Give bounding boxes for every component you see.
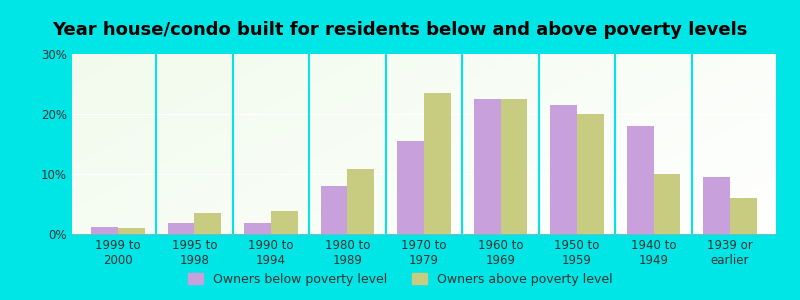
Bar bbox=[550, 105, 577, 234]
Text: Year house/condo built for residents below and above poverty levels: Year house/condo built for residents bel… bbox=[52, 21, 748, 39]
Bar bbox=[347, 169, 374, 234]
Legend: Owners below poverty level, Owners above poverty level: Owners below poverty level, Owners above… bbox=[182, 268, 618, 291]
Bar bbox=[626, 126, 654, 234]
Bar bbox=[321, 186, 347, 234]
Bar bbox=[168, 223, 194, 234]
Bar bbox=[703, 177, 730, 234]
Bar bbox=[654, 174, 680, 234]
Bar bbox=[118, 228, 145, 234]
Bar bbox=[244, 223, 271, 234]
Bar bbox=[424, 93, 450, 234]
Bar bbox=[194, 213, 222, 234]
Bar bbox=[91, 227, 118, 234]
Bar bbox=[730, 198, 757, 234]
Bar bbox=[577, 114, 604, 234]
Bar bbox=[501, 99, 527, 234]
Bar bbox=[474, 99, 501, 234]
Bar bbox=[271, 211, 298, 234]
Bar bbox=[398, 141, 424, 234]
